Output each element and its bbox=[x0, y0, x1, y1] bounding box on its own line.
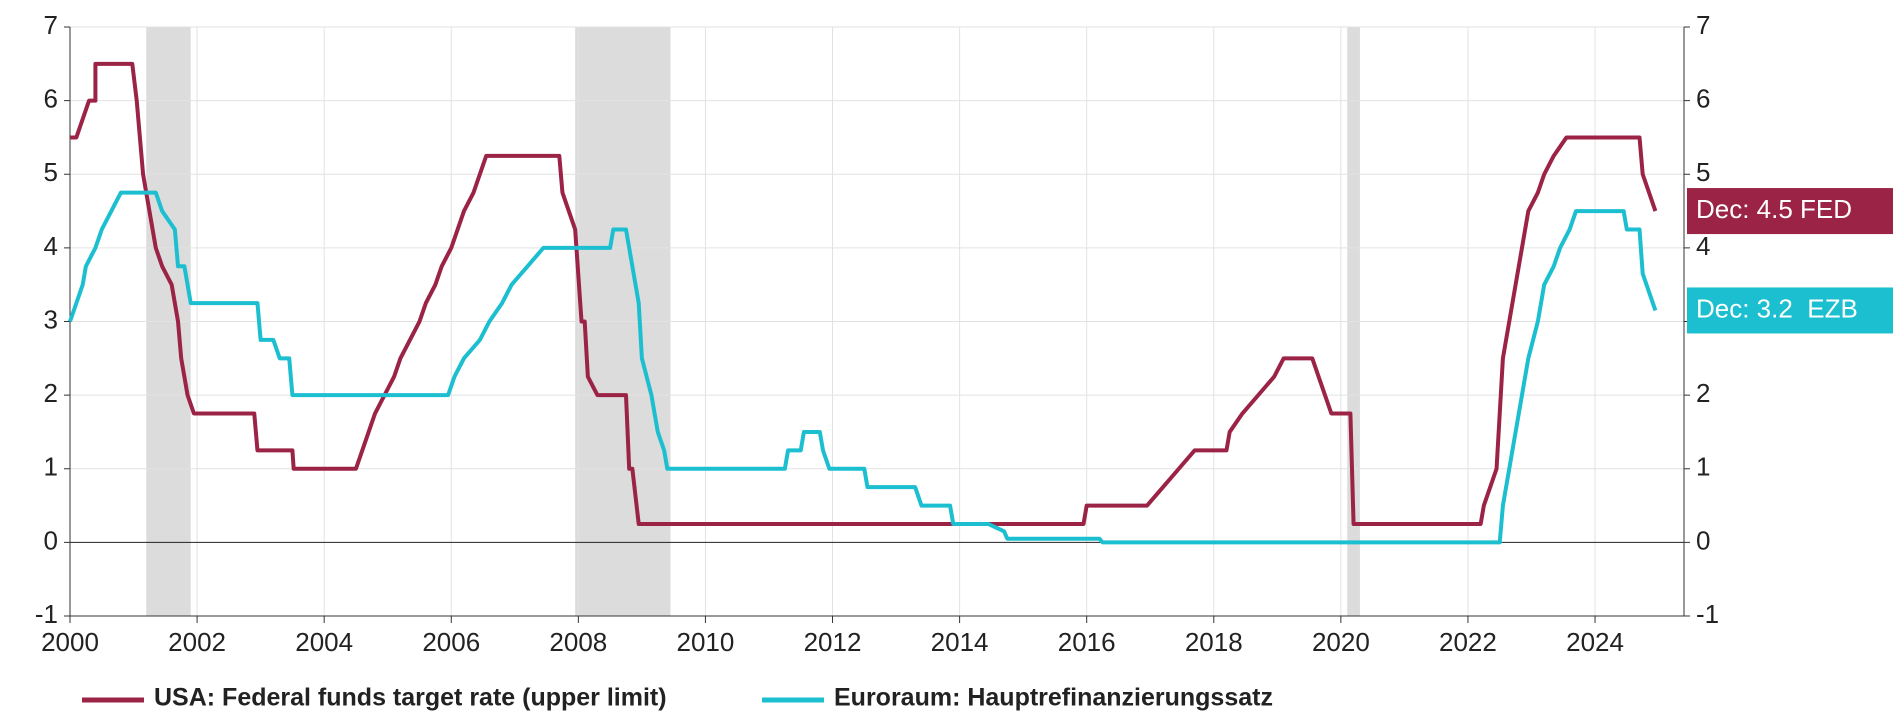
legend-label: Euroraum: Hauptrefinanzierungssatz bbox=[834, 684, 1273, 712]
x-tick-label: 2016 bbox=[1058, 627, 1116, 657]
series-line bbox=[68, 190, 1658, 545]
x-tick-label: 2010 bbox=[677, 627, 735, 657]
y2-tick-label: 4 bbox=[1696, 231, 1710, 261]
y-tick-label: 0 bbox=[44, 525, 58, 555]
end-label: Dec: 4.5 FED bbox=[1696, 194, 1852, 224]
x-tick-label: 2004 bbox=[295, 627, 353, 657]
y-tick-label: 6 bbox=[44, 84, 58, 114]
y-tick-label: -1 bbox=[35, 599, 58, 629]
y2-tick-label: 7 bbox=[1696, 10, 1710, 40]
y-tick-label: 5 bbox=[44, 157, 58, 187]
end-label-box bbox=[1687, 287, 1893, 334]
y2-tick-label: -1 bbox=[1696, 599, 1719, 629]
y-tick-label: 2 bbox=[44, 378, 58, 408]
end-label-box bbox=[1687, 188, 1893, 235]
end-label: Dec: 3.2 EZB bbox=[1696, 293, 1858, 323]
y2-tick-label: 1 bbox=[1696, 452, 1710, 482]
x-tick-label: 2012 bbox=[804, 627, 862, 657]
legend-label: USA: Federal funds target rate (upper li… bbox=[154, 684, 667, 712]
y2-tick-label: 6 bbox=[1696, 84, 1710, 114]
x-tick-label: 2018 bbox=[1185, 627, 1243, 657]
y2-tick-label: 0 bbox=[1696, 525, 1710, 555]
x-tick-label: 2014 bbox=[931, 627, 989, 657]
y2-tick-label: 5 bbox=[1696, 157, 1710, 187]
x-tick-label: 2000 bbox=[41, 627, 99, 657]
series-line bbox=[70, 61, 1658, 526]
y-tick-label: 1 bbox=[44, 452, 58, 482]
x-tick-label: 2024 bbox=[1566, 627, 1624, 657]
x-tick-label: 2008 bbox=[549, 627, 607, 657]
x-tick-label: 2020 bbox=[1312, 627, 1370, 657]
y-tick-label: 3 bbox=[44, 304, 58, 334]
y-tick-label: 4 bbox=[44, 231, 58, 261]
y-tick-label: 7 bbox=[44, 10, 58, 40]
x-tick-label: 2002 bbox=[168, 627, 226, 657]
y2-tick-label: 2 bbox=[1696, 378, 1710, 408]
x-tick-label: 2022 bbox=[1439, 627, 1497, 657]
x-tick-label: 2006 bbox=[422, 627, 480, 657]
